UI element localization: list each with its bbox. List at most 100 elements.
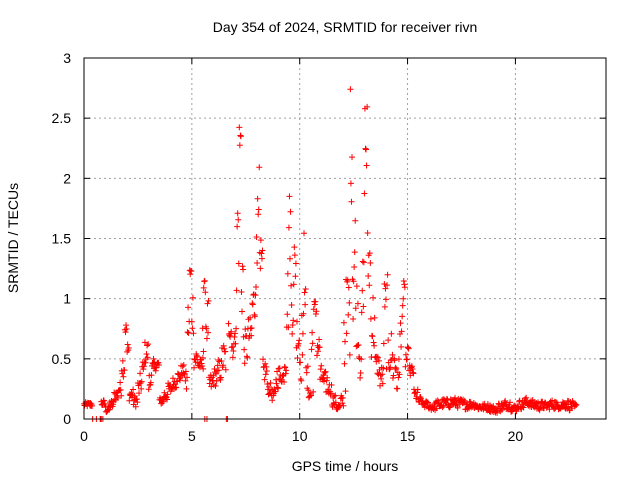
data-point [312, 311, 319, 318]
data-point [353, 283, 360, 290]
data-point [405, 345, 412, 352]
data-point [317, 366, 324, 373]
data-point [274, 384, 281, 391]
data-point [118, 392, 125, 399]
data-point [173, 384, 180, 391]
data-point [130, 386, 137, 393]
data-point [265, 383, 272, 390]
data-point [364, 103, 371, 110]
data-point [228, 328, 235, 335]
data-point [294, 318, 301, 325]
data-point [498, 407, 505, 414]
data-point [232, 340, 239, 347]
data-point [145, 386, 152, 393]
data-point [222, 366, 229, 373]
data-point [203, 335, 210, 342]
data-point [225, 320, 232, 327]
data-point [241, 346, 248, 353]
data-point [243, 353, 250, 360]
data-point [222, 348, 229, 355]
data-point [269, 397, 276, 404]
data-point [256, 164, 263, 171]
data-point [393, 366, 400, 373]
data-point [332, 392, 339, 399]
data-point [454, 404, 461, 411]
data-point [252, 292, 259, 299]
data-point [536, 407, 543, 414]
data-point [144, 354, 151, 361]
data-point [240, 266, 247, 273]
data-point [188, 318, 195, 325]
data-point [234, 223, 241, 230]
data-point [409, 369, 416, 376]
data-point [299, 351, 306, 358]
data-point [292, 260, 299, 267]
data-point [340, 402, 347, 409]
data-point [389, 351, 396, 358]
y-tick-label: 2.5 [52, 110, 72, 126]
data-point [231, 334, 238, 341]
data-point [248, 332, 255, 339]
data-point [294, 355, 301, 362]
data-point [164, 391, 171, 398]
data-point [367, 315, 374, 322]
data-point [511, 402, 518, 409]
data-point [320, 378, 327, 385]
data-point [284, 270, 291, 277]
data-point [354, 300, 361, 307]
data-point [414, 386, 421, 393]
data-point [447, 403, 454, 410]
data-point [573, 401, 580, 408]
x-tick-label: 0 [80, 428, 88, 444]
data-point [378, 375, 385, 382]
data-point [289, 330, 296, 337]
data-point [350, 316, 357, 323]
data-point [205, 297, 212, 304]
data-point [235, 216, 242, 223]
data-point [371, 342, 378, 349]
axis-ticks: 0 0.5 1 1.5 2 2.5 3 0 5 10 15 20 [52, 50, 606, 444]
data-point [124, 341, 131, 348]
data-point [327, 390, 334, 397]
data-point [452, 394, 459, 401]
data-point [352, 217, 359, 224]
data-point [191, 364, 198, 371]
data-point [399, 302, 406, 309]
data-point [507, 399, 514, 406]
data-point [284, 311, 291, 318]
data-point [237, 132, 244, 139]
data-point [375, 357, 382, 364]
data-point [187, 271, 194, 278]
data-point [328, 381, 335, 388]
data-point [302, 285, 309, 292]
data-point [369, 333, 376, 340]
data-point [331, 393, 338, 400]
data-point [359, 287, 366, 294]
data-point [303, 369, 310, 376]
data-point [340, 319, 347, 326]
grid-lines [84, 58, 606, 419]
data-point [236, 124, 243, 131]
data-point [212, 383, 219, 390]
data-point [200, 284, 207, 291]
data-point [342, 338, 348, 345]
data-point [190, 330, 197, 337]
data-point [343, 330, 350, 337]
data-point [213, 370, 220, 377]
data-point [290, 281, 297, 288]
data-point [283, 367, 290, 374]
data-point [239, 263, 246, 270]
data-point [121, 367, 128, 374]
data-point [361, 190, 368, 197]
data-point [371, 314, 378, 321]
data-point [278, 378, 285, 385]
data-point [289, 321, 296, 328]
data-point [540, 405, 547, 412]
data-point [199, 363, 206, 370]
data-point [370, 339, 377, 346]
data-point [345, 284, 352, 291]
data-point [297, 376, 304, 383]
data-point [342, 388, 349, 395]
data-point [140, 366, 147, 373]
data-point [363, 146, 370, 153]
